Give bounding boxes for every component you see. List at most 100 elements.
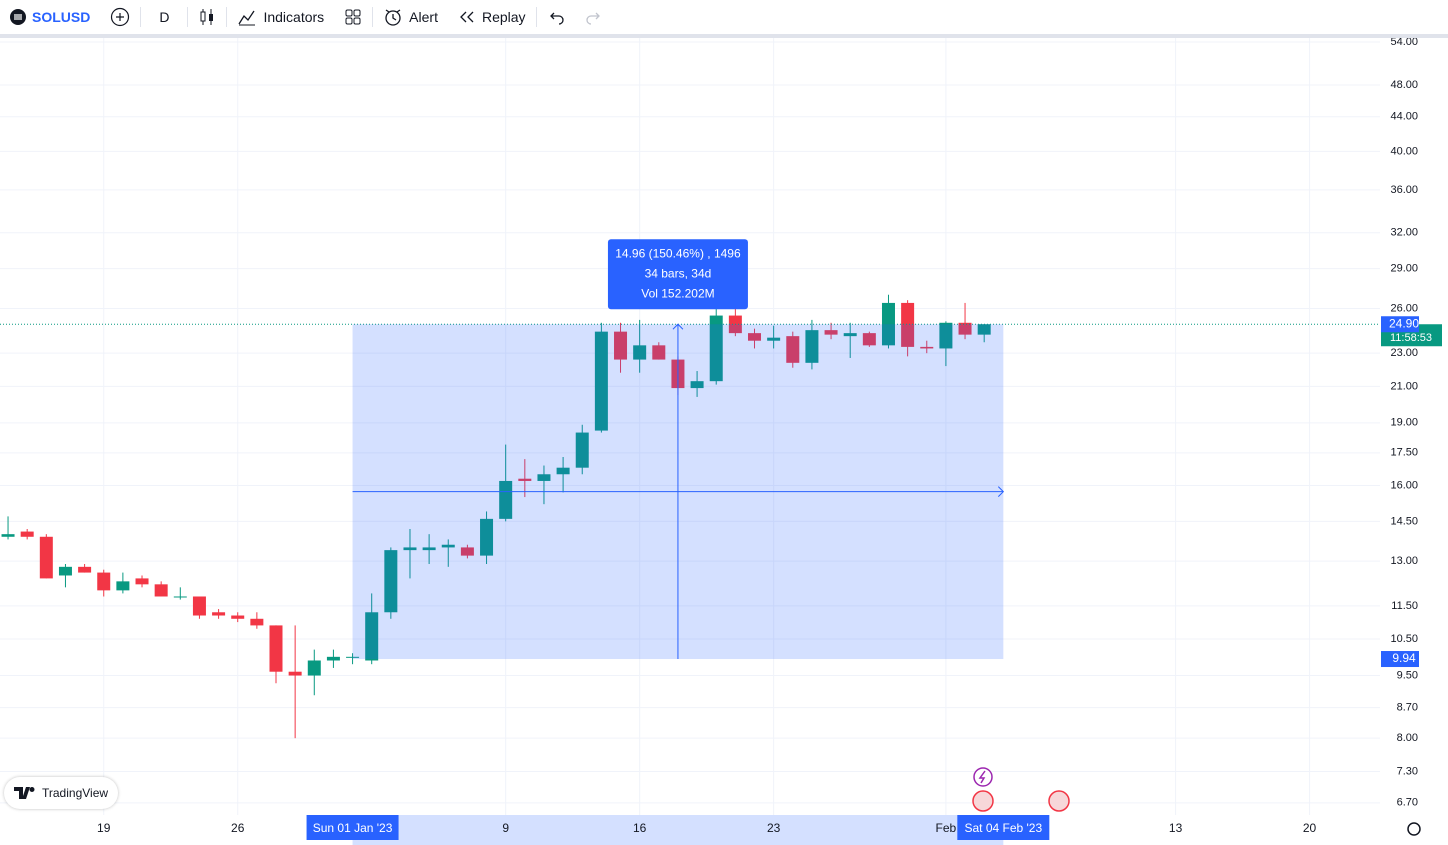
y-tick-label: 29.00 — [1390, 263, 1418, 275]
candle-body — [958, 322, 972, 335]
candle-body — [939, 322, 953, 349]
separator — [140, 7, 142, 27]
candle-body — [575, 432, 589, 468]
x-tick-label: 9 — [502, 821, 509, 835]
indicators[interactable]: Indicators — [263, 9, 325, 25]
y-tick-label: 23.00 — [1390, 347, 1418, 359]
alert[interactable]: Alert — [409, 9, 438, 25]
symbol-icon — [10, 9, 26, 25]
symbol-button[interactable]: SOLUSD — [0, 0, 100, 34]
interval[interactable]: D — [159, 9, 170, 25]
x-tick-label: 16 — [633, 821, 647, 835]
candle-body — [441, 544, 455, 548]
plus-icon — [111, 7, 130, 27]
range-label-box — [607, 239, 748, 310]
x-tick-label: Feb — [936, 821, 957, 835]
gear[interactable] — [1407, 822, 1421, 836]
candle-body — [499, 480, 513, 519]
layouts-icon — [345, 9, 361, 25]
y-tick-label: 40.00 — [1390, 145, 1418, 157]
candle-body — [403, 547, 417, 551]
alert-button[interactable]: Alert — [373, 0, 448, 34]
candle-body — [78, 566, 92, 573]
candle-body — [614, 331, 628, 360]
undo-icon — [549, 12, 564, 25]
candle-body — [767, 337, 781, 341]
layouts-button[interactable] — [334, 0, 372, 34]
candle-body — [862, 333, 876, 346]
range-label: Vol 152.202M — [641, 286, 714, 300]
y-tick-label: 21.00 — [1390, 380, 1418, 392]
candle-body — [346, 656, 360, 658]
range-h-arrow — [997, 486, 1005, 497]
x-tick-label: 26 — [231, 821, 245, 835]
candle-body — [690, 381, 704, 389]
candle-body — [173, 596, 187, 598]
plot: 14.96 (150.46%) , 1496 34 bars, 34d Vol 15… — [0, 239, 1380, 739]
candle-body — [326, 656, 340, 661]
watermark[interactable]: TradingView — [4, 777, 119, 809]
price-axis — [1380, 38, 1448, 815]
undo-button[interactable] — [537, 0, 575, 34]
y-tick-label: 16.00 — [1390, 479, 1418, 491]
candle-body — [518, 478, 532, 481]
candle-body — [422, 547, 436, 551]
x-tick-label: 20 — [1303, 821, 1317, 835]
separator — [187, 7, 189, 27]
candle-body — [20, 531, 34, 537]
y-tick-label: 44.00 — [1390, 111, 1418, 123]
replay-button[interactable]: Replay — [448, 0, 536, 34]
candle-body — [843, 333, 857, 337]
candle-body — [231, 615, 245, 619]
time-axis — [0, 815, 1448, 845]
y-tick-label: 54.00 — [1390, 36, 1418, 48]
candle-body — [824, 330, 838, 335]
range-v-arrow — [672, 323, 684, 330]
settings-icon[interactable] — [1407, 822, 1421, 836]
grid — [0, 38, 1380, 815]
separator — [535, 7, 537, 27]
event-icon[interactable] — [972, 790, 994, 812]
candle-body — [154, 584, 168, 597]
candle-body — [633, 345, 647, 360]
range-time-box — [306, 815, 399, 840]
y-tick-label: 36.00 — [1390, 184, 1418, 196]
event-icon[interactable] — [973, 767, 993, 787]
range-time-label: Sat 04 Feb '23 — [964, 821, 1042, 835]
indicators-button[interactable]: Indicators — [227, 0, 334, 34]
candle-body — [805, 330, 819, 363]
y-tick-label: 13.00 — [1390, 555, 1418, 567]
add-symbol[interactable] — [100, 0, 140, 34]
alert-icon — [385, 9, 401, 26]
replay[interactable]: Replay — [481, 9, 526, 25]
candle-body — [212, 612, 226, 616]
x-tick-label: 19 — [97, 821, 111, 835]
candle-body — [901, 302, 915, 347]
candle-body — [365, 612, 379, 661]
countdown: 11:58:53 — [1390, 332, 1432, 344]
replay-icon — [460, 11, 474, 23]
redo-button[interactable] — [575, 0, 613, 34]
candle-body — [594, 331, 608, 431]
range-label: 34 bars, 34d — [645, 266, 712, 280]
range-price-label: 24.90 — [1389, 316, 1419, 330]
y-tick-label: 26.00 — [1390, 302, 1418, 314]
interval-button[interactable]: D — [141, 0, 187, 34]
range-label: 14.96 (150.46%) , 1496 — [615, 246, 741, 260]
event-icon[interactable] — [1048, 790, 1070, 812]
symbol[interactable]: SOLUSD — [32, 9, 91, 25]
x-tick-label: 23 — [767, 821, 781, 835]
candle-body — [1, 534, 15, 537]
y-tick-label: 14.50 — [1390, 515, 1418, 527]
candle-body — [748, 333, 762, 341]
y-tick-label: 6.70 — [1397, 797, 1418, 809]
y-tick-label: 17.50 — [1390, 447, 1418, 459]
x-tick-label: 13 — [1169, 821, 1183, 835]
candle-body — [135, 578, 149, 585]
separator — [226, 7, 228, 27]
candle-body — [288, 671, 302, 676]
candle-body — [384, 550, 398, 613]
chart-type-button[interactable] — [188, 0, 226, 34]
